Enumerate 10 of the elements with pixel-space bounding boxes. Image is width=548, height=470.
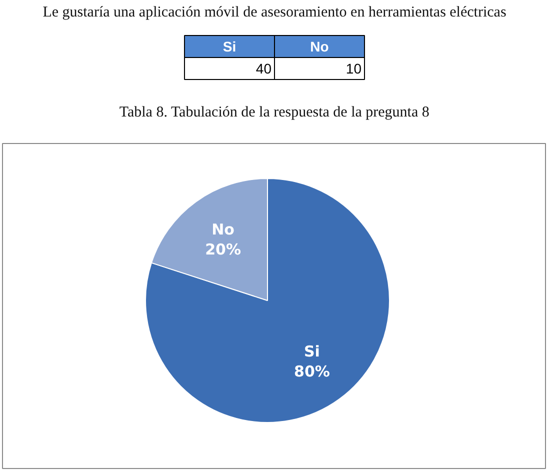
slice-label: Si: [304, 342, 320, 361]
text: Tabla 8. Tabulación de la respuesta de la pregunta 8: [119, 104, 430, 120]
data-label: 80%: [294, 362, 330, 381]
category-label: No: [310, 38, 329, 54]
slice-label: No: [212, 220, 234, 238]
data-label: 20%: [205, 240, 241, 258]
text: 10: [346, 60, 362, 76]
category-label: Si: [222, 38, 236, 54]
text: 40: [256, 60, 272, 76]
chart-title: Le gustaría una aplicación móvil de asesoramiento en herramientas eléctricas: [42, 4, 506, 20]
